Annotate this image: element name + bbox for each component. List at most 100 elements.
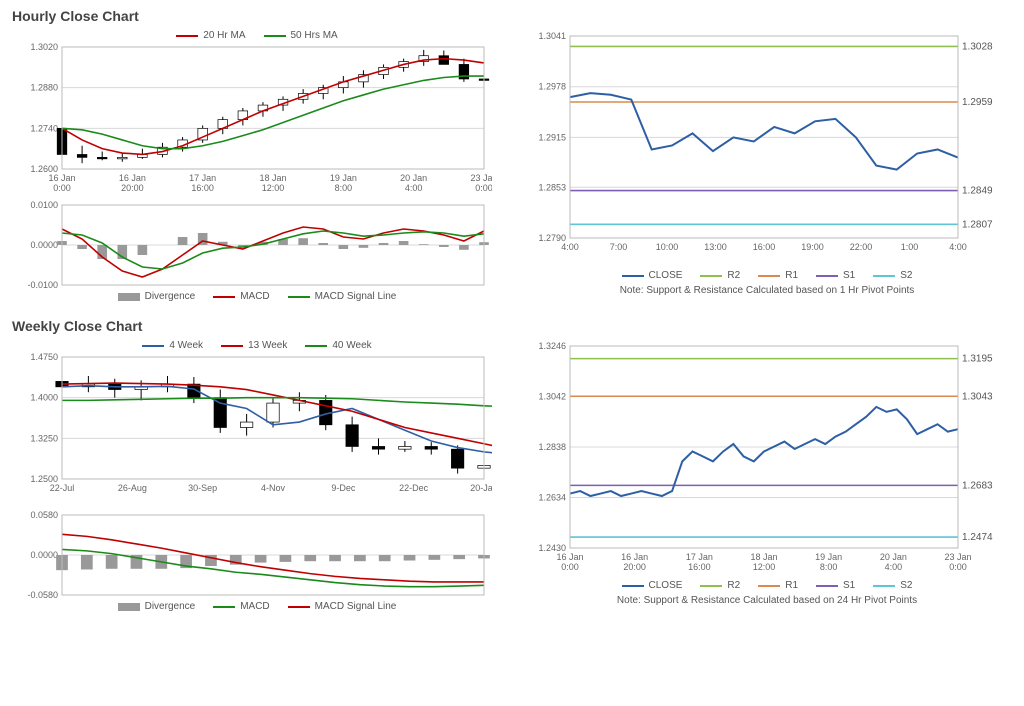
svg-text:1.3042: 1.3042 <box>538 392 566 402</box>
svg-text:4:00: 4:00 <box>561 242 579 252</box>
legend-label: 20 Hr MA <box>203 30 245 41</box>
svg-text:18 Jan: 18 Jan <box>259 173 286 183</box>
svg-text:19:00: 19:00 <box>801 242 824 252</box>
weekly-right-col: 1.24301.26341.28381.30421.324616 Jan0:00… <box>522 340 1012 612</box>
svg-text:1.2978: 1.2978 <box>538 82 566 92</box>
legend-item: 40 Week <box>305 340 371 351</box>
svg-text:0.0580: 0.0580 <box>30 511 58 520</box>
legend-item: S1 <box>816 580 855 591</box>
hourly-left-col: 20 Hr MA50 Hrs MA 1.26001.27401.28801.30… <box>12 30 502 302</box>
svg-text:1.3250: 1.3250 <box>30 433 58 443</box>
svg-text:16:00: 16:00 <box>688 562 711 572</box>
svg-text:12:00: 12:00 <box>262 183 285 193</box>
svg-text:22:00: 22:00 <box>850 242 873 252</box>
legend-item: Divergence <box>118 601 196 612</box>
weekly-title: Weekly Close Chart <box>12 318 1012 334</box>
legend-label: R2 <box>727 580 740 591</box>
svg-text:1.3043: 1.3043 <box>962 391 993 402</box>
legend-label: S2 <box>900 270 912 281</box>
svg-text:18 Jan: 18 Jan <box>750 552 777 562</box>
legend-item: 20 Hr MA <box>176 30 245 41</box>
svg-text:-0.0100: -0.0100 <box>27 280 58 290</box>
svg-text:1.3195: 1.3195 <box>962 354 993 365</box>
hourly-sr-legend: CLOSE R2 R1 S1 S2 <box>522 270 1012 281</box>
svg-text:16 Jan: 16 Jan <box>556 552 583 562</box>
svg-text:4:00: 4:00 <box>885 562 903 572</box>
weekly-left-col: 4 Week13 Week40 Week 1.25001.32501.40001… <box>12 340 502 612</box>
svg-text:1.4000: 1.4000 <box>30 393 58 403</box>
legend-label: Divergence <box>145 601 196 612</box>
weekly-macd-legend: DivergenceMACDMACD Signal Line <box>12 601 502 612</box>
svg-text:7:00: 7:00 <box>610 242 628 252</box>
legend-label: MACD Signal Line <box>315 291 397 302</box>
svg-text:19 Jan: 19 Jan <box>815 552 842 562</box>
legend-item: MACD Signal Line <box>288 291 397 302</box>
svg-text:0:00: 0:00 <box>949 562 967 572</box>
hourly-macd-legend: Divergence MACD MACD Signal Line <box>12 291 502 302</box>
legend-item: R1 <box>758 270 798 281</box>
svg-text:4:00: 4:00 <box>405 183 423 193</box>
svg-text:22-Jul: 22-Jul <box>50 483 75 493</box>
svg-text:16 Jan: 16 Jan <box>48 173 75 183</box>
legend-item: CLOSE <box>622 580 683 591</box>
svg-text:20:00: 20:00 <box>121 183 144 193</box>
svg-text:0:00: 0:00 <box>475 183 492 193</box>
legend-item: R2 <box>700 580 740 591</box>
legend-label: R2 <box>727 270 740 281</box>
svg-text:1.3020: 1.3020 <box>30 42 58 52</box>
svg-text:26-Aug: 26-Aug <box>118 483 147 493</box>
svg-text:1:00: 1:00 <box>901 242 919 252</box>
svg-text:8:00: 8:00 <box>335 183 353 193</box>
svg-text:0.0000: 0.0000 <box>30 550 58 560</box>
svg-text:16:00: 16:00 <box>191 183 214 193</box>
svg-text:20-Jan: 20-Jan <box>470 483 492 493</box>
legend-label: 4 Week <box>169 340 203 351</box>
weekly-sr-note: Note: Support & Resistance Calculated ba… <box>522 595 1012 606</box>
svg-text:4-Nov: 4-Nov <box>261 483 286 493</box>
legend-label: S2 <box>900 580 912 591</box>
hourly-sr-chart: 1.27901.28531.29151.29781.30414:007:0010… <box>522 30 1002 270</box>
svg-text:1.3028: 1.3028 <box>962 41 993 52</box>
svg-text:1.2880: 1.2880 <box>30 83 58 93</box>
svg-text:23 Jan: 23 Jan <box>944 552 971 562</box>
legend-label: 50 Hrs MA <box>291 30 338 41</box>
legend-item: Divergence <box>118 291 196 302</box>
svg-text:13:00: 13:00 <box>704 242 727 252</box>
weekly-row: 4 Week13 Week40 Week 1.25001.32501.40001… <box>12 340 1012 612</box>
svg-text:1.3041: 1.3041 <box>538 31 566 41</box>
hourly-price-chart: 1.26001.27401.28801.302016 Jan0:0016 Jan… <box>12 41 492 201</box>
hourly-sr-note: Note: Support & Resistance Calculated ba… <box>522 285 1012 296</box>
svg-text:1.2959: 1.2959 <box>962 97 993 108</box>
legend-label: 13 Week <box>248 340 287 351</box>
weekly-sr-chart: 1.24301.26341.28381.30421.324616 Jan0:00… <box>522 340 1002 580</box>
svg-text:1.4750: 1.4750 <box>30 352 58 362</box>
svg-text:20 Jan: 20 Jan <box>880 552 907 562</box>
legend-item: MACD <box>213 601 269 612</box>
svg-text:4:00: 4:00 <box>949 242 967 252</box>
legend-item: S2 <box>873 270 912 281</box>
legend-label: R1 <box>785 270 798 281</box>
legend-label: R1 <box>785 580 798 591</box>
legend-item: 50 Hrs MA <box>264 30 338 41</box>
svg-text:10:00: 10:00 <box>656 242 679 252</box>
legend-item: MACD <box>213 291 269 302</box>
svg-text:-0.0580: -0.0580 <box>27 590 58 600</box>
svg-text:22-Dec: 22-Dec <box>399 483 429 493</box>
legend-label: MACD <box>240 601 269 612</box>
legend-label: MACD <box>240 291 269 302</box>
legend-label: S1 <box>843 270 855 281</box>
hourly-title: Hourly Close Chart <box>12 8 1012 24</box>
svg-text:1.2474: 1.2474 <box>962 532 993 543</box>
svg-text:30-Sep: 30-Sep <box>188 483 217 493</box>
svg-text:12:00: 12:00 <box>753 562 776 572</box>
svg-text:0.0000: 0.0000 <box>30 240 58 250</box>
hourly-macd-chart: -0.01000.00000.0100 <box>12 201 492 291</box>
legend-item: CLOSE <box>622 270 683 281</box>
legend-label: S1 <box>843 580 855 591</box>
svg-text:19 Jan: 19 Jan <box>330 173 357 183</box>
svg-text:1.2849: 1.2849 <box>962 186 993 197</box>
legend-label: CLOSE <box>649 270 683 281</box>
svg-text:17 Jan: 17 Jan <box>686 552 713 562</box>
svg-text:1.2807: 1.2807 <box>962 219 993 230</box>
svg-text:1.2915: 1.2915 <box>538 132 566 142</box>
